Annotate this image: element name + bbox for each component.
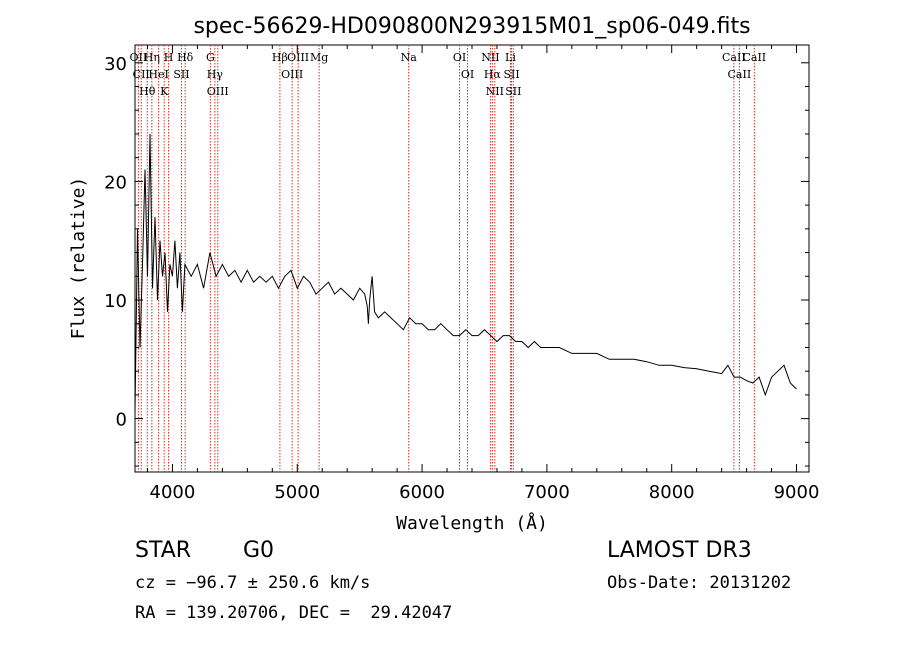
x-tick-label: 4000 [150, 482, 196, 503]
line-marker-label: Hγ [207, 68, 224, 81]
x-tick-label: 8000 [649, 482, 695, 503]
object-subclass: G0 [243, 538, 275, 563]
line-marker-label: Hη [144, 51, 160, 64]
line-marker-label: NII [481, 51, 499, 64]
line-marker-label: Hθ [139, 85, 156, 98]
object-class: STAR [135, 538, 192, 563]
survey-name: LAMOST DR3 [607, 538, 752, 563]
spectral-line-markers [137, 45, 755, 472]
line-marker-label: Na [401, 51, 418, 64]
spectrum-line [134, 133, 797, 413]
line-marker-label: CII [133, 68, 150, 81]
y-tick-label: 20 [104, 172, 127, 193]
line-marker-label: NII [486, 85, 504, 98]
x-axis-ticks: 4000 5000 6000 7000 8000 9000 [146, 45, 820, 503]
redshift-value: cz = −96.7 ± 250.6 km/s [135, 573, 371, 593]
x-tick-label: 9000 [774, 482, 820, 503]
line-marker-label: Hδ [177, 51, 194, 64]
y-tick-label: 30 [104, 54, 127, 75]
plot-frame [134, 44, 810, 473]
x-tick-label: 6000 [399, 482, 445, 503]
obs-date: Obs-Date: 20131202 [607, 573, 792, 593]
line-marker-label: SII [503, 68, 519, 81]
x-tick-label: 5000 [274, 482, 320, 503]
x-axis-label: Wavelength (Å) [396, 512, 548, 534]
line-marker-label: OIII [281, 68, 303, 81]
line-marker-label: Mg [310, 51, 328, 64]
y-tick-label: 0 [116, 410, 127, 431]
line-marker-label: CaII [722, 51, 746, 64]
line-marker-label: OIII [207, 85, 229, 98]
chart-title: spec-56629-HD090800N293915M01_sp06-049.f… [193, 14, 750, 39]
coordinates: RA = 139.20706, DEC = 29.42047 [135, 603, 453, 623]
line-marker-label: G [206, 51, 215, 64]
line-marker-label: Li [505, 51, 516, 64]
line-marker-label: OIII [287, 51, 309, 64]
line-marker-label: Hβ [272, 51, 288, 64]
y-axis-label: Flux (relative) [68, 177, 89, 340]
line-marker-label: H [164, 51, 174, 64]
line-marker-label: SII [505, 85, 521, 98]
line-marker-label: CaII [728, 68, 752, 81]
line-marker-label: HeI [148, 68, 168, 81]
y-tick-label: 10 [104, 291, 127, 312]
line-marker-label: Hα [484, 68, 502, 81]
line-marker-label: CaII [742, 51, 766, 64]
line-marker-label: OII [130, 51, 148, 64]
line-marker-label: OI [461, 68, 474, 81]
x-tick-label: 7000 [524, 482, 570, 503]
line-marker-label: OI [453, 51, 466, 64]
line-marker-label: K [160, 85, 169, 98]
y-axis-ticks: 0 10 20 30 [104, 54, 809, 467]
line-marker-label: SII [173, 68, 189, 81]
